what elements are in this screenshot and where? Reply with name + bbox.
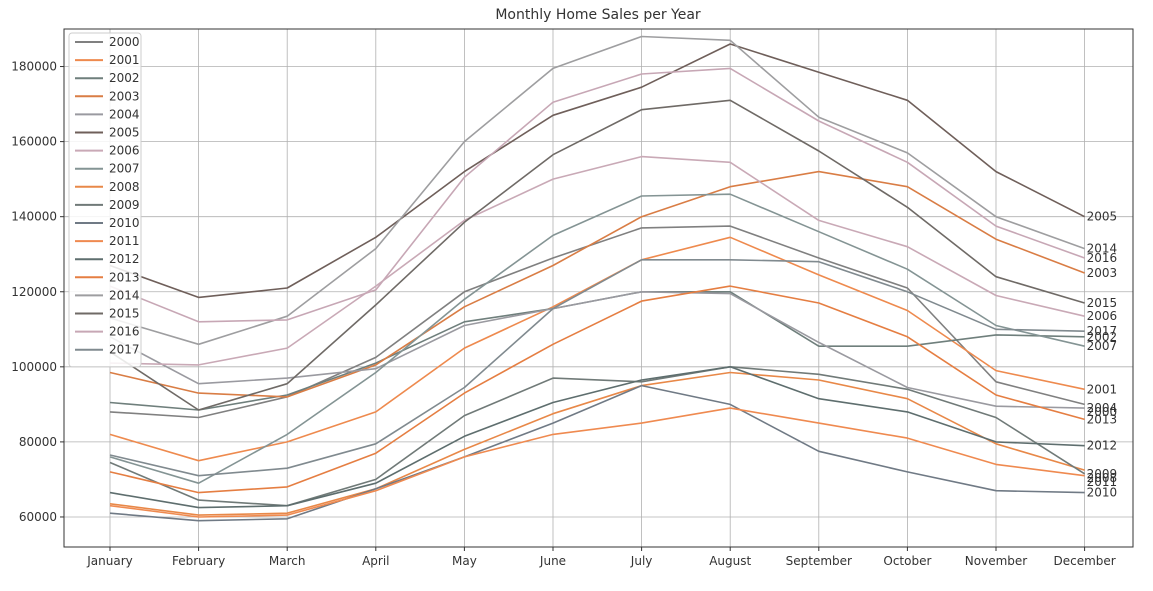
- legend-label: 2003: [109, 89, 140, 103]
- series-line-2000: [109, 225, 1085, 419]
- end-label-2014: 2014: [1087, 242, 1118, 256]
- series-line-2006: [109, 155, 1085, 366]
- series-line-2016: [109, 67, 1085, 323]
- end-label-2005: 2005: [1087, 210, 1118, 224]
- series-line-2014: [109, 35, 1085, 346]
- x-tick-label: June: [539, 554, 566, 568]
- end-label-2017: 2017: [1087, 324, 1118, 338]
- legend-label: 2005: [109, 126, 140, 140]
- legend-label: 2010: [109, 216, 140, 230]
- end-label-2001: 2001: [1087, 382, 1118, 396]
- legend-label: 2000: [109, 35, 140, 49]
- legend-label: 2009: [109, 198, 140, 212]
- end-label-2006: 2006: [1087, 309, 1118, 323]
- y-tick-label: 160000: [11, 135, 57, 149]
- end-label-2002: 2002: [1087, 330, 1118, 344]
- end-label-2003: 2003: [1087, 266, 1118, 280]
- end-label-2007: 2007: [1087, 339, 1118, 353]
- series-line-2001: [109, 236, 1085, 462]
- series-line-2010: [109, 384, 1085, 522]
- series-line-2015: [109, 99, 1085, 411]
- y-axis: 60000 80000 100000 120000 140000 160000 180000: [11, 60, 64, 524]
- y-tick-label: 100000: [11, 360, 57, 374]
- end-label-2010: 2010: [1087, 486, 1118, 500]
- x-tick-label: May: [452, 554, 477, 568]
- end-label-2015: 2015: [1087, 296, 1118, 310]
- legend-label: 2013: [109, 270, 140, 284]
- legend-label: 2015: [109, 307, 140, 321]
- end-label-2011: 2011: [1087, 475, 1118, 489]
- x-tick-label: October: [883, 554, 931, 568]
- series-line-2012: [109, 365, 1085, 509]
- y-tick-label: 60000: [19, 510, 57, 524]
- legend-label: 2012: [109, 252, 140, 266]
- series-line-2013: [109, 285, 1085, 494]
- end-label-2013: 2013: [1087, 412, 1118, 426]
- legend-box: [68, 32, 142, 368]
- x-tick-label: November: [965, 554, 1027, 568]
- y-tick-label: 180000: [11, 60, 57, 74]
- y-tick-label: 120000: [11, 285, 57, 299]
- x-tick-label: September: [786, 554, 852, 568]
- series-line-2011: [109, 407, 1085, 518]
- y-tick-label: 140000: [11, 210, 57, 224]
- series-line-2007: [109, 193, 1085, 485]
- series-lines: [109, 35, 1086, 522]
- legend-label: 2016: [109, 325, 140, 339]
- series-line-2008: [109, 371, 1085, 516]
- x-tick-label: January: [86, 554, 133, 568]
- end-label-2008: 2008: [1087, 471, 1118, 485]
- legend-label: 2007: [109, 162, 140, 176]
- end-label-2004: 2004: [1087, 401, 1118, 415]
- x-tick-label: December: [1053, 554, 1115, 568]
- x-tick-label: February: [172, 554, 225, 568]
- end-label-2009: 2009: [1087, 467, 1118, 481]
- legend-label: 2011: [109, 234, 140, 248]
- legend-label: 2008: [109, 180, 140, 194]
- legend-label: 2004: [109, 107, 140, 121]
- x-tick-label: March: [269, 554, 306, 568]
- series-line-2005: [109, 43, 1085, 299]
- legend-label: 2001: [109, 53, 140, 67]
- legend-label: 2002: [109, 71, 140, 85]
- series-line-2017: [109, 258, 1085, 477]
- legend-label: 2014: [109, 288, 140, 302]
- legend-label: 2006: [109, 144, 140, 158]
- x-tick-label: July: [630, 554, 653, 568]
- end-label-2000: 2000: [1087, 405, 1118, 419]
- end-label-2012: 2012: [1087, 439, 1118, 453]
- legend-label: 2017: [109, 343, 140, 357]
- series-line-2003: [109, 170, 1085, 398]
- x-tick-label: April: [362, 554, 389, 568]
- y-tick-label: 80000: [19, 435, 57, 449]
- series-line-2009: [109, 365, 1086, 507]
- end-label-2016: 2016: [1087, 251, 1118, 265]
- chart-title: Monthly Home Sales per Year: [495, 7, 701, 23]
- legend: 2000 2001 2002 2003 2004 2005 2006 2007 2008 2009…: [68, 32, 142, 368]
- x-tick-label: August: [709, 554, 751, 568]
- series-line-2004: [109, 290, 1085, 409]
- x-axis: January February March April May June July Augu…: [86, 547, 1116, 568]
- plot-frame: [63, 28, 1134, 548]
